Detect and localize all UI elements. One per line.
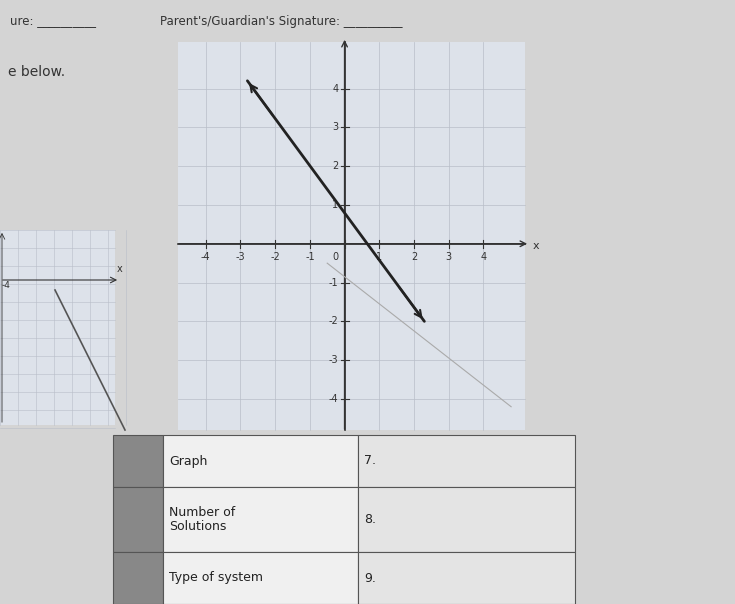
Text: -2: -2	[270, 252, 280, 262]
Text: 3: 3	[332, 123, 339, 132]
Text: 0: 0	[332, 252, 339, 262]
Text: 4: 4	[480, 252, 487, 262]
Text: 3: 3	[445, 252, 452, 262]
Text: ure: __________: ure: __________	[10, 15, 96, 28]
Text: 2: 2	[332, 161, 339, 171]
Bar	[358, 487, 575, 552]
Bar	[113, 487, 163, 552]
Bar	[113, 435, 163, 487]
Text: 7.: 7.	[364, 454, 376, 467]
Bar	[0, 230, 115, 425]
Text: -4: -4	[201, 252, 210, 262]
Text: Parent's/Guardian's Signature: __________: Parent's/Guardian's Signature: _________…	[160, 15, 403, 28]
Text: -3: -3	[236, 252, 245, 262]
Text: Type of system: Type of system	[169, 571, 263, 585]
Text: 4: 4	[332, 83, 339, 94]
Bar	[163, 487, 358, 552]
Bar	[163, 552, 358, 604]
Text: x: x	[117, 264, 123, 274]
Text: 1: 1	[376, 252, 382, 262]
Text: -1: -1	[305, 252, 315, 262]
Text: -4: -4	[2, 281, 11, 290]
Text: 9.: 9.	[364, 571, 376, 585]
Bar	[358, 552, 575, 604]
Text: Graph: Graph	[169, 454, 207, 467]
Text: x: x	[533, 241, 539, 251]
Bar	[113, 552, 163, 604]
Text: 8.: 8.	[364, 513, 376, 526]
Text: -4: -4	[329, 394, 339, 404]
Text: e below.: e below.	[8, 65, 65, 79]
Text: Number of
Solutions: Number of Solutions	[169, 506, 235, 533]
Bar	[358, 435, 575, 487]
Text: -1: -1	[329, 278, 339, 288]
Bar	[178, 42, 525, 430]
Bar	[163, 435, 358, 487]
Text: 2: 2	[411, 252, 417, 262]
Text: -3: -3	[329, 355, 339, 365]
Text: -2: -2	[329, 316, 339, 326]
Text: 1: 1	[332, 200, 339, 210]
